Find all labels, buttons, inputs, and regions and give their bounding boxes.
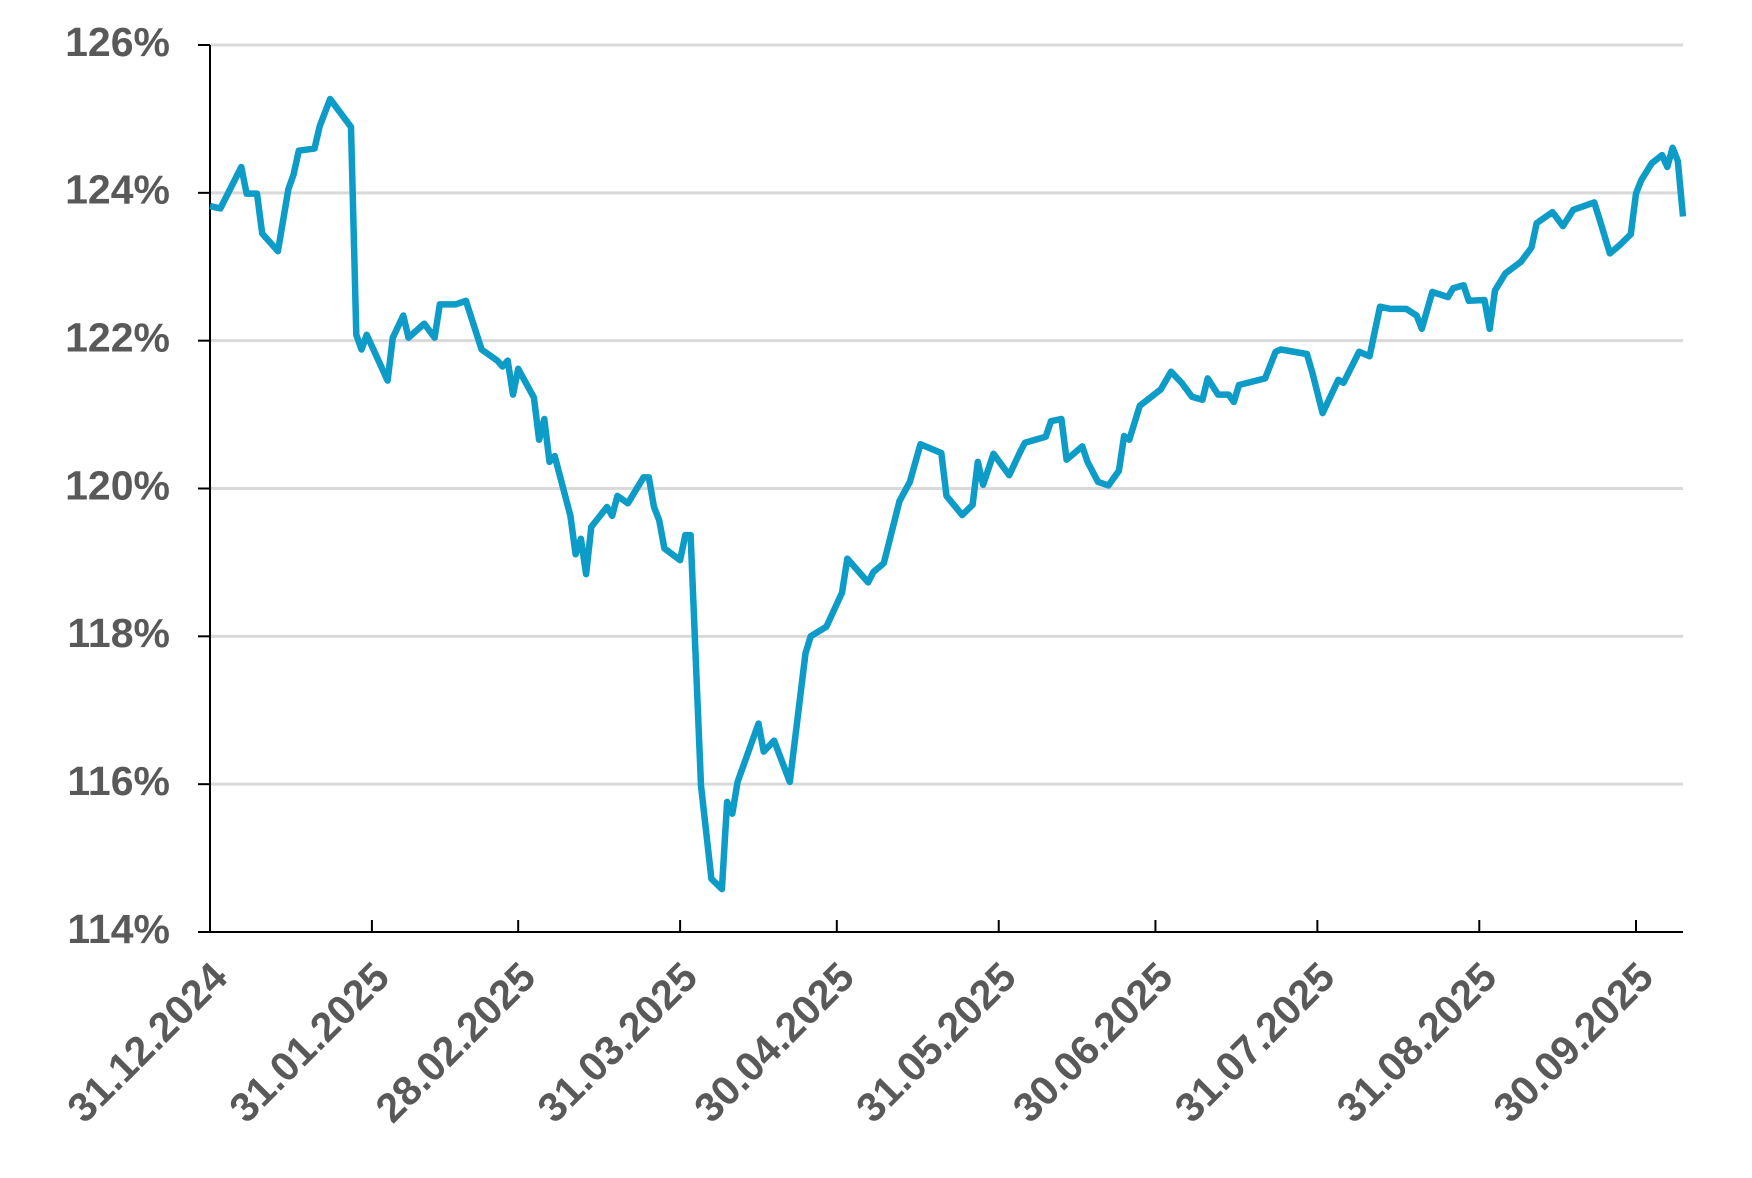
y-tick-label: 124% <box>65 167 170 213</box>
x-tick-label: 30.04.2025 <box>685 953 863 1131</box>
y-tick-label: 122% <box>65 314 170 360</box>
y-tick-label: 126% <box>65 19 170 65</box>
y-tick-label: 116% <box>67 758 170 804</box>
y-tick-label: 120% <box>65 462 170 508</box>
x-tick-label: 31.07.2025 <box>1166 953 1344 1131</box>
x-tick-label: 31.03.2025 <box>528 953 706 1131</box>
line-series <box>209 95 1687 893</box>
x-tick-label: 31.08.2025 <box>1328 953 1506 1131</box>
x-tick-label: 31.12.2024 <box>58 953 236 1131</box>
x-tick-label: 31.05.2025 <box>847 953 1025 1131</box>
x-tick-label: 30.06.2025 <box>1004 953 1182 1131</box>
y-tick-label: 118% <box>67 610 170 656</box>
x-tick-label: 30.09.2025 <box>1484 953 1662 1131</box>
y-tick-label: 114% <box>67 906 170 952</box>
x-tick-label: 28.02.2025 <box>367 953 545 1131</box>
